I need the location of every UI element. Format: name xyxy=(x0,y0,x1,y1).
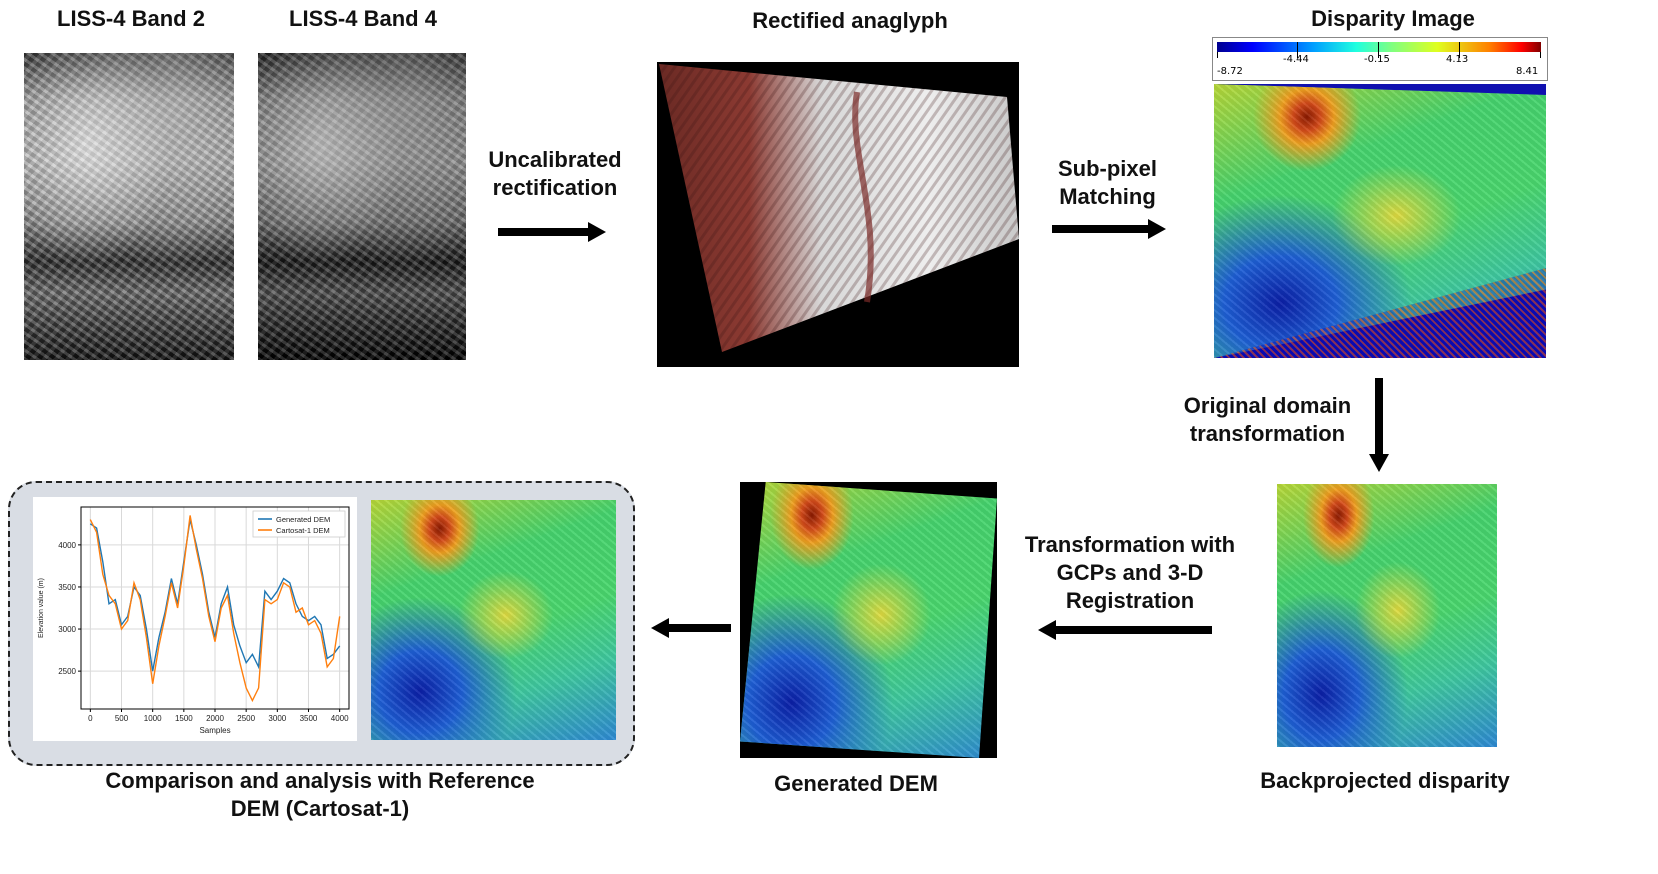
label-disparity: Disparity Image xyxy=(1311,6,1475,31)
label-uncalibrated-rectification: Uncalibrated rectification xyxy=(470,146,640,202)
arrow-left-2 xyxy=(651,618,731,638)
label-generated-dem: Generated DEM xyxy=(774,771,938,796)
label-anaglyph: Rectified anaglyph xyxy=(752,8,948,33)
y-axis-label: Elevation value (m) xyxy=(38,578,45,638)
legend-label-0: Generated DEM xyxy=(276,515,330,524)
colorbar: -4.44 -0.15 4.13 -8.72 8.41 xyxy=(1212,37,1548,81)
label-backprojected: Backprojected disparity xyxy=(1260,768,1510,793)
rectified-anaglyph-image xyxy=(657,62,1019,367)
backprojected-disparity-image xyxy=(1277,484,1497,747)
series-line-1 xyxy=(89,515,341,703)
arrow-left-1 xyxy=(1038,620,1212,640)
comparison-line1: Comparison and analysis with Reference xyxy=(105,768,535,793)
xtick-label-0: 0 xyxy=(88,714,93,723)
colorbar-ticklabel-min: -8.72 xyxy=(1217,66,1243,77)
ytick-label-4000: 4000 xyxy=(58,541,76,550)
label-original-domain: Original domain transformation xyxy=(1170,392,1365,448)
ytick-label-3500: 3500 xyxy=(58,583,76,592)
ytick-label-2500: 2500 xyxy=(58,667,76,676)
label-band4: LISS-4 Band 4 xyxy=(289,6,437,31)
label-gcp-transformation: Transformation with GCPs and 3-D Registr… xyxy=(1010,531,1250,615)
x-axis-label: Samples xyxy=(199,726,230,735)
liss4-band2-image xyxy=(24,53,234,360)
gcp-line2: GCPs and 3-D xyxy=(1056,560,1204,585)
xtick-label-4000: 4000 xyxy=(331,714,349,723)
xtick-label-1000: 1000 xyxy=(144,714,162,723)
xtick-label-2500: 2500 xyxy=(237,714,255,723)
uncal-line1: Uncalibrated xyxy=(488,147,622,172)
elevation-profile-chart: 0 500 1000 1500 2000 2500 3000 3500 4000 2500 3000… xyxy=(33,497,357,741)
comparison-line2: DEM (Cartosat-1) xyxy=(230,796,410,821)
colorbar-tick-4 xyxy=(1540,52,1541,58)
arrow-down xyxy=(1369,378,1389,472)
generated-dem-image xyxy=(740,482,997,758)
legend-box xyxy=(252,510,346,538)
liss4-band4-image xyxy=(258,53,466,360)
colorbar-ticklabel-4.44: -4.44 xyxy=(1283,54,1309,65)
arrow-right-1 xyxy=(498,222,606,242)
gcp-line1: Transformation with xyxy=(1024,532,1236,557)
arrow-right-2 xyxy=(1052,219,1166,239)
uncal-line2: rectification xyxy=(492,175,618,200)
xtick-label-3500: 3500 xyxy=(300,714,318,723)
orig-line2: transformation xyxy=(1189,421,1346,446)
label-band2: LISS-4 Band 2 xyxy=(57,6,205,31)
xtick-label-1500: 1500 xyxy=(175,714,193,723)
colorbar-tick-0 xyxy=(1217,52,1218,58)
colorbar-gradient xyxy=(1217,42,1541,52)
subpixel-line1: Sub-pixel xyxy=(1057,156,1157,181)
legend-label-1: Cartosat-1 DEM xyxy=(276,526,330,535)
xtick-label-3000: 3000 xyxy=(268,714,286,723)
gcp-line3: Registration xyxy=(1065,588,1195,613)
orig-line1: Original domain xyxy=(1183,393,1352,418)
label-comparison: Comparison and analysis with Reference D… xyxy=(70,767,570,823)
label-subpixel-matching: Sub-pixel Matching xyxy=(1040,155,1175,211)
colorbar-ticklabel-max: 8.41 xyxy=(1516,66,1539,77)
disparity-image xyxy=(1214,84,1546,358)
colorbar-tick-3 xyxy=(1459,42,1460,58)
colorbar-tick-1 xyxy=(1297,42,1298,58)
colorbar-ticklabel-4.13: 4.13 xyxy=(1446,54,1469,65)
subpixel-line2: Matching xyxy=(1059,184,1156,209)
colorbar-ticklabel-0.15: -0.15 xyxy=(1364,54,1390,65)
ytick-label-3000: 3000 xyxy=(58,625,76,634)
xtick-label-500: 500 xyxy=(115,714,129,723)
reference-dem-image xyxy=(371,500,616,740)
xtick-label-2000: 2000 xyxy=(206,714,224,723)
colorbar-tick-2 xyxy=(1378,42,1379,58)
